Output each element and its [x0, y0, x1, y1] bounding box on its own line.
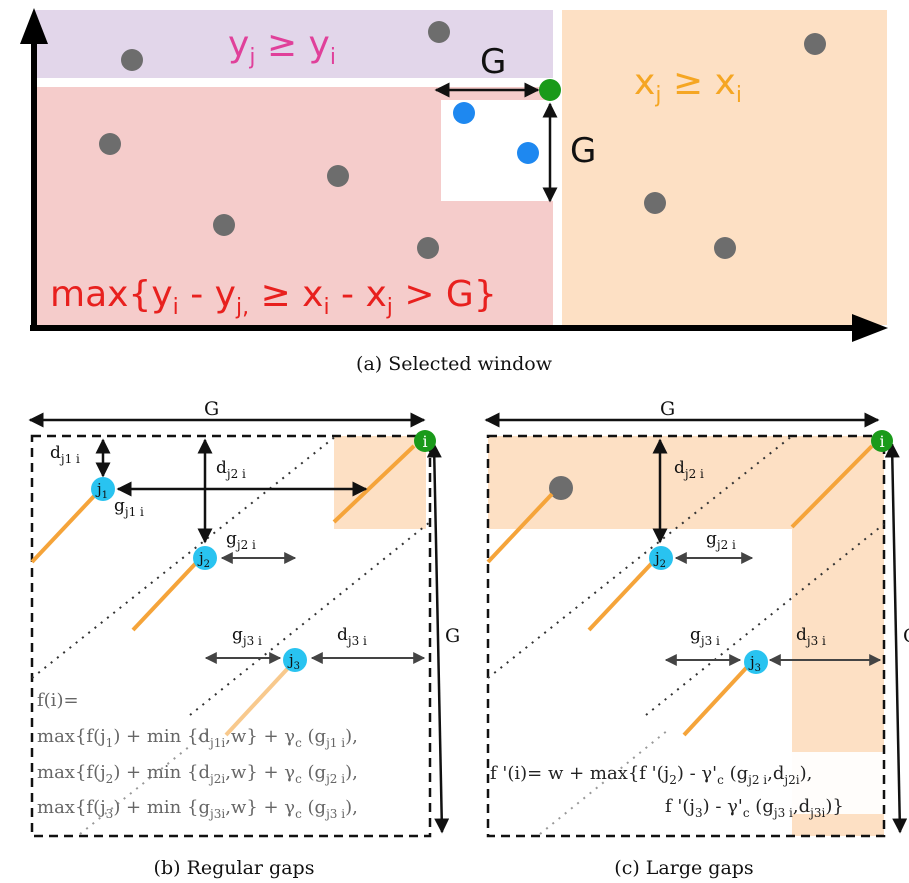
node-j3-c — [744, 650, 768, 674]
panel-c: G G i j2 j3 dj2 i gj2 i gj3 i dj3 i — [484, 398, 909, 879]
label-yj-geq-yi: yj ≥ yi — [228, 24, 336, 70]
formula-b-line3: max{f(j2) + min {dj2i,w} + γc (gj2 i), — [37, 762, 358, 786]
orange-segment — [224, 664, 292, 737]
orange-segment — [587, 561, 654, 632]
g-j2-label-c: gj2 i — [706, 529, 736, 552]
right-gap-label-c: G — [903, 625, 909, 647]
right-gap-arrow-b — [426, 442, 450, 834]
formula-b-line1: f(i)= — [37, 690, 79, 711]
caption-c: (c) Large gaps — [614, 857, 753, 879]
caption-b: (b) Regular gaps — [154, 857, 315, 879]
panel-b: G G i j1 j2 j3 dj1 i dj2 i gj1 i gj2 i — [28, 398, 460, 879]
dotted-diagonal — [487, 435, 793, 679]
blue-point — [453, 102, 475, 124]
window-border-c — [486, 434, 886, 838]
right-gap-arrow-c — [884, 442, 908, 834]
node-i-b — [414, 430, 436, 452]
grey-point — [428, 21, 450, 43]
node-j1-b-label: j1 — [95, 480, 108, 501]
formula-c-line2: f '(j3) - γ'c (gj3 i,dj3i)} — [665, 796, 844, 820]
grey-point — [417, 237, 439, 259]
label-xj-geq-xi: xj ≥ xi — [634, 62, 742, 108]
dotted-diagonal — [539, 729, 669, 835]
d-j2-label-c: dj2 i — [674, 458, 704, 481]
formula-b-line2: max{f(j1) + min {dj1i,w} + γc (gj1 i), — [37, 726, 358, 750]
formula-c: f '(i)= w + max{f '(j2) - γ'c (gj2 i,dj2… — [490, 763, 844, 820]
top-gap-label-c: G — [660, 398, 675, 420]
node-i-b-label: i — [422, 432, 427, 451]
grey-point — [213, 214, 235, 236]
grey-point — [121, 49, 143, 71]
dotted-diagonal — [645, 523, 885, 716]
orange-segment — [131, 561, 198, 632]
orange-segment — [30, 492, 98, 564]
g-j3-label-c: gj3 i — [690, 625, 720, 648]
node-j3-b — [283, 648, 307, 672]
top-gap-label-b: G — [204, 398, 219, 420]
window-border-b — [30, 434, 432, 838]
x-axis-arrowhead — [852, 314, 888, 342]
node-j2-c-label: j2 — [653, 549, 666, 570]
g-j1-label: gj1 i — [114, 496, 144, 519]
dotted-diagonal — [31, 435, 337, 679]
formula-c-line1: f '(i)= w + max{f '(j2) - γ'c (gj2 i,dj2… — [490, 763, 812, 787]
node-i-c-label: i — [879, 432, 884, 451]
orange-segment — [682, 664, 750, 737]
d-j1-label: dj1 i — [50, 443, 80, 466]
right-gap-label-b: G — [445, 625, 460, 647]
formula-bg-c — [488, 752, 884, 814]
node-j3-c-label: j3 — [748, 653, 761, 674]
d-j3-label-c: dj3 i — [796, 625, 826, 648]
grey-point-c — [549, 476, 573, 500]
grey-point — [714, 237, 736, 259]
label-max-condition: max{yi - yj, ≥ xi - xj > G} — [50, 274, 497, 320]
blue-point — [517, 142, 539, 164]
gap-label-vertical: G — [570, 131, 596, 171]
region-right-orange — [562, 10, 887, 325]
node-j1-b — [91, 477, 115, 501]
formula-b-line4: max{f(j3) + min {gj3i,w} + γc (gj3 i), — [37, 797, 358, 821]
grey-point — [644, 192, 666, 214]
grey-point — [99, 133, 121, 155]
d-j2-label: dj2 i — [216, 458, 246, 481]
d-j3-label: dj3 i — [337, 625, 367, 648]
g-j3-label: gj3 i — [232, 625, 262, 648]
formula-b: f(i)= max{f(j1) + min {dj1i,w} + γc (gj1… — [37, 690, 358, 821]
node-j2-c — [649, 546, 673, 570]
orange-segment — [790, 444, 874, 529]
dotted-diagonal — [189, 521, 431, 716]
panel-a: G G yj ≥ yi xj ≥ xi max{yi - yj, ≥ xi - … — [20, 8, 888, 375]
y-axis-arrowhead — [20, 8, 48, 44]
gap-label-horizontal: G — [480, 42, 506, 82]
g-j2-label: gj2 i — [226, 529, 256, 552]
node-j2-b — [193, 546, 217, 570]
green-point-i — [539, 79, 561, 101]
node-j2-b-label: j2 — [197, 549, 210, 570]
orange-segment — [332, 444, 416, 524]
region-top-purple — [34, 10, 553, 78]
orange-segment — [486, 492, 554, 564]
node-j3-b-label: j3 — [287, 651, 300, 672]
caption-a: (a) Selected window — [356, 353, 553, 375]
grey-point — [804, 33, 826, 55]
node-i-c — [871, 430, 893, 452]
grey-point — [327, 165, 349, 187]
